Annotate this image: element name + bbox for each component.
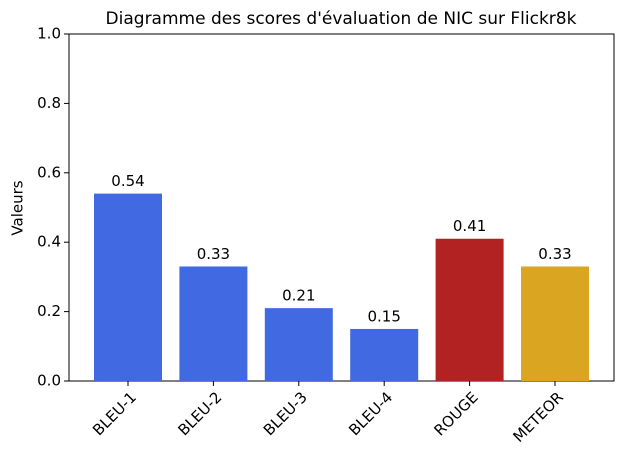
x-tick-label: BLEU-2 bbox=[174, 388, 225, 439]
y-axis-label: Valeurs bbox=[9, 180, 27, 235]
bar bbox=[521, 266, 589, 381]
value-label: 0.21 bbox=[282, 287, 315, 305]
bar bbox=[350, 328, 419, 381]
y-tick-label: 0.0 bbox=[37, 372, 61, 390]
chart-title: Diagramme des scores d'évaluation de NIC… bbox=[106, 9, 577, 29]
bar bbox=[264, 308, 333, 381]
x-tick-label: METEOR bbox=[510, 388, 567, 445]
axes-frame bbox=[68, 33, 615, 382]
y-tick-label: 1.0 bbox=[37, 25, 61, 43]
value-label: 0.41 bbox=[453, 217, 486, 235]
y-tick-label: 0.4 bbox=[37, 233, 61, 251]
bar bbox=[94, 193, 162, 381]
bar bbox=[435, 238, 504, 381]
value-label: 0.15 bbox=[367, 307, 400, 325]
value-label: 0.33 bbox=[538, 245, 571, 263]
x-tick-label: BLEU-1 bbox=[89, 388, 140, 439]
x-tick-label: ROUGE bbox=[430, 388, 481, 439]
value-label: 0.54 bbox=[111, 172, 144, 190]
x-tick-label: BLEU-3 bbox=[260, 388, 311, 439]
y-tick-label: 0.6 bbox=[37, 163, 61, 181]
value-label: 0.33 bbox=[197, 245, 230, 263]
bar bbox=[179, 266, 248, 381]
y-tick-label: 0.8 bbox=[37, 94, 61, 112]
y-tick-label: 0.2 bbox=[37, 302, 61, 320]
x-tick-label: BLEU-4 bbox=[345, 388, 396, 439]
